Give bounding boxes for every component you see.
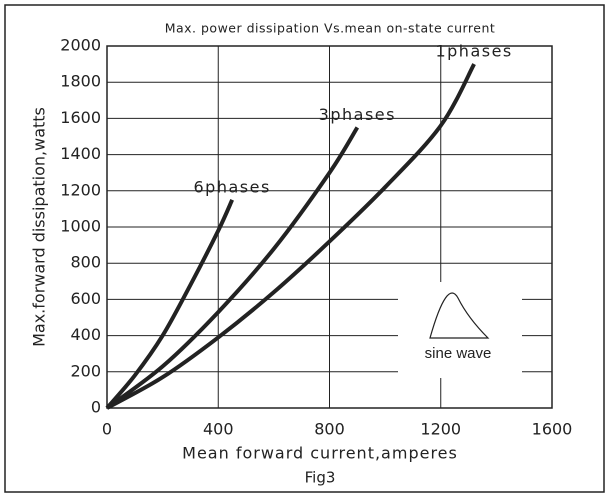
y-tick-label: 1600 xyxy=(60,108,101,127)
x-tick-label: 400 xyxy=(203,420,234,439)
y-tick-label: 800 xyxy=(70,253,101,272)
plot-border xyxy=(106,45,553,409)
series-label: 6phases xyxy=(194,177,271,196)
y-axis-label: Max.forward dissipation,watts xyxy=(30,107,49,347)
chart-title: Max. power dissipation Vs.mean on-state … xyxy=(165,21,496,36)
x-tick-label: 800 xyxy=(314,420,345,439)
inset-box xyxy=(398,282,522,378)
series-line xyxy=(105,199,234,410)
y-tick-label: 1200 xyxy=(60,180,101,199)
caption: Fig3 xyxy=(305,469,336,487)
y-tick-label: 2000 xyxy=(60,36,101,55)
y-tick-label: 400 xyxy=(70,325,101,344)
x-tick-label: 1600 xyxy=(532,420,573,439)
y-tick-label: 600 xyxy=(70,289,101,308)
frame xyxy=(4,4,605,493)
annotation: sine wave xyxy=(425,345,492,362)
y-tick-label: 0 xyxy=(91,398,101,417)
y-tick-label: 200 xyxy=(70,361,101,380)
y-tick-label: 1400 xyxy=(60,144,101,163)
x-axis-label: Mean forward current,amperes xyxy=(182,444,458,463)
x-tick-label: 0 xyxy=(102,420,112,439)
y-tick-label: 1800 xyxy=(60,72,101,91)
series-label: 1phases xyxy=(435,42,512,61)
series-line xyxy=(106,63,476,410)
x-tick-label: 1200 xyxy=(420,420,461,439)
y-tick-label: 1000 xyxy=(60,217,101,236)
sine-wave-icon xyxy=(429,292,490,339)
series-label: 3phases xyxy=(319,105,396,124)
series-line xyxy=(105,126,360,410)
